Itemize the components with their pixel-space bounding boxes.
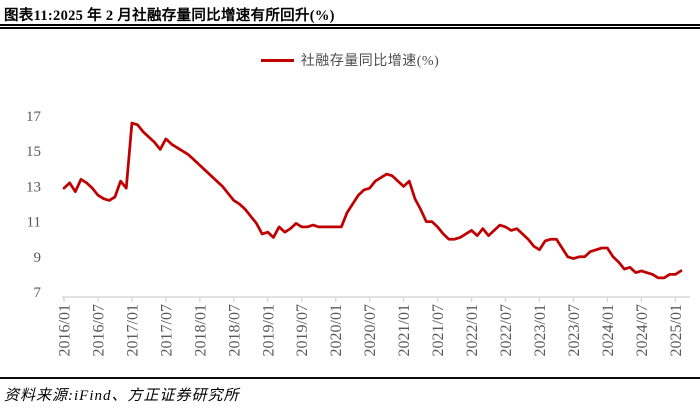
x-tick-label: 2024/07 (634, 304, 651, 356)
y-tick-label: 9 (34, 250, 42, 266)
y-tick-label: 17 (26, 109, 42, 125)
x-tick-label: 2023/01 (532, 304, 549, 356)
x-tick-label: 2018/07 (226, 304, 243, 356)
legend-label: 社融存量同比增速(%) (300, 54, 440, 69)
y-tick-label: 7 (34, 285, 42, 301)
x-tick-label: 2025/01 (668, 304, 685, 356)
x-tick-label: 2017/01 (124, 304, 141, 356)
x-tick-label: 2016/07 (90, 304, 107, 356)
figure-title: 图表11:2025 年 2 月社融存量同比增速有所回升(%) (4, 8, 335, 24)
x-tick-label: 2022/07 (498, 304, 515, 356)
x-tick-label: 2023/07 (566, 304, 583, 356)
y-tick-label: 13 (26, 179, 41, 195)
x-tick-label: 2020/07 (362, 304, 379, 356)
x-tick-label: 2022/01 (464, 304, 481, 356)
x-tick-label: 2019/01 (260, 304, 277, 356)
y-tick-label: 11 (27, 215, 41, 231)
title-divider (0, 24, 700, 29)
legend: 社融存量同比增速(%) (0, 50, 700, 70)
x-tick-label: 2017/07 (158, 304, 175, 356)
figure-bottom-divider (0, 377, 700, 379)
x-tick-label: 2020/01 (328, 304, 345, 356)
legend-line-icon (260, 58, 294, 62)
x-tick-label: 2021/01 (396, 304, 413, 356)
x-tick-label: 2019/07 (294, 304, 311, 356)
y-tick-label: 15 (26, 144, 41, 160)
x-tick-label: 2016/01 (57, 304, 74, 356)
x-tick-label: 2024/01 (600, 304, 617, 356)
source-note: 资料来源:iFind、方正证券研究所 (4, 388, 240, 404)
x-tick-label: 2018/01 (192, 304, 209, 356)
series-line (62, 121, 683, 280)
x-tick-label: 2021/07 (430, 304, 447, 356)
